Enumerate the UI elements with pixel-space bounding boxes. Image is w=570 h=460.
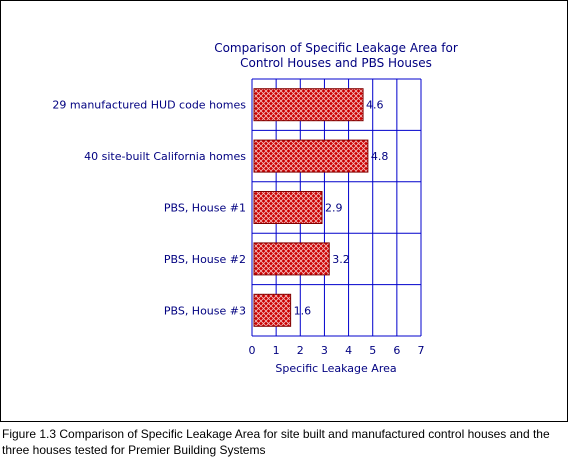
figure-caption: Figure 1.3 Comparison of Specific Leakag…: [2, 427, 550, 457]
figure-frame: Comparison of Specific Leakage Area for …: [0, 0, 568, 422]
category-label: 29 manufactured HUD code homes: [52, 99, 246, 112]
x-tick-label: 7: [418, 344, 425, 357]
category-label: 40 site-built California homes: [84, 150, 246, 163]
bar: [253, 293, 292, 327]
bars: [253, 88, 369, 327]
chart-title-line-1: Comparison of Specific Leakage Area for: [214, 41, 458, 55]
x-tick-label: 0: [249, 344, 256, 357]
category-label: PBS, House #3: [164, 304, 246, 317]
data-label: 1.6: [294, 304, 312, 317]
chart-title-line-2: Control Houses and PBS Houses: [240, 56, 432, 70]
data-label: 2.9: [325, 202, 343, 215]
category-label: PBS, House #2: [164, 253, 246, 266]
x-tick-label: 2: [297, 344, 304, 357]
x-tick-label: 6: [393, 344, 400, 357]
bar: [253, 191, 323, 224]
x-tick-label: 4: [345, 344, 352, 357]
grid: [251, 78, 422, 337]
bar-chart: Comparison of Specific Leakage Area for …: [52, 41, 458, 375]
bar: [253, 242, 330, 276]
x-tick-label: 1: [273, 344, 280, 357]
x-tick-label: 5: [369, 344, 376, 357]
data-label: 4.6: [366, 99, 384, 112]
data-label: 3.2: [332, 253, 350, 266]
x-tick-label: 3: [321, 344, 328, 357]
x-axis-title: Specific Leakage Area: [275, 362, 396, 375]
labels: 0 1 2 3 4 5 6 7 29 manufactured HUD code homes 4.…: [52, 99, 424, 357]
bar: [253, 88, 364, 122]
data-label: 4.8: [371, 150, 389, 163]
bar: [253, 139, 369, 173]
category-label: PBS, House #1: [164, 202, 246, 215]
